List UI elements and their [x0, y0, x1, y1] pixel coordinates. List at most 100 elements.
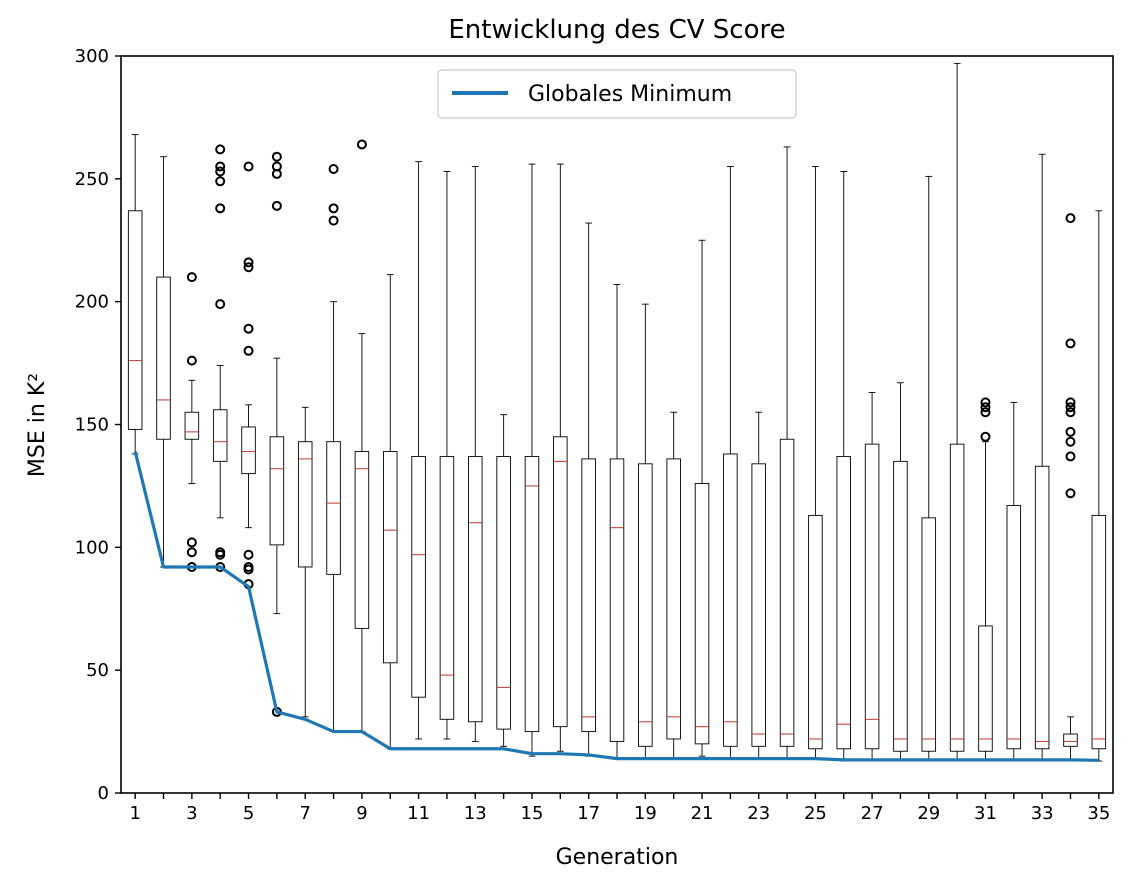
box-iqr — [354, 451, 370, 629]
outlier-point — [1065, 397, 1076, 408]
box-iqr — [949, 443, 965, 752]
box-iqr — [127, 210, 143, 430]
outlier-point — [1065, 436, 1076, 447]
global-minimum-series — [133, 451, 1099, 762]
outlier-point — [243, 161, 254, 172]
legend: Globales Minimum — [437, 69, 797, 119]
outlier-point — [215, 161, 226, 172]
outlier-point — [186, 355, 197, 366]
box-plot-item — [1034, 153, 1050, 762]
box-plot-item — [269, 357, 285, 615]
box-iqr — [553, 436, 568, 728]
outlier-points — [186, 139, 1076, 717]
box-plot-item — [581, 222, 596, 757]
box-plot-item — [354, 333, 370, 733]
box-plot-item — [808, 166, 823, 760]
box-iqr — [184, 411, 200, 440]
box-plot-item — [127, 134, 143, 455]
outlier-point — [271, 200, 282, 211]
y-axis-label: MSE in K² — [25, 373, 50, 477]
box-iqr — [638, 463, 653, 747]
box-plot-item — [836, 171, 851, 762]
outlier-point — [215, 166, 226, 177]
box-iqr — [297, 441, 313, 568]
box-iqr — [1091, 514, 1107, 750]
box-iqr — [864, 443, 880, 750]
y-tick-label: 250 — [75, 169, 109, 190]
plot-area-frame — [120, 55, 1114, 794]
box-plot-item — [864, 392, 880, 762]
x-tick-label: 23 — [747, 803, 770, 824]
x-tick-label: 7 — [300, 803, 311, 824]
global-minimum-line — [133, 451, 1099, 762]
chart-title: Entwicklung des CV Score — [448, 15, 785, 45]
outlier-point — [328, 164, 339, 175]
box-series — [127, 62, 1107, 762]
outlier-point — [243, 561, 254, 572]
box-iqr — [751, 463, 766, 747]
box-plot-item — [411, 161, 426, 740]
box-plot-item — [212, 365, 228, 519]
outlier-point — [980, 431, 991, 442]
y-tick-label: 50 — [86, 660, 109, 681]
outlier-point — [1065, 426, 1076, 437]
x-tick-label: 15 — [521, 803, 544, 824]
box-iqr — [893, 460, 908, 752]
x-axis-label: Generation — [556, 845, 679, 870]
box-plot-item — [921, 175, 937, 762]
outlier-point — [243, 262, 254, 273]
x-tick-label: 13 — [464, 803, 487, 824]
outlier-point — [1065, 338, 1076, 349]
box-plot-item — [893, 382, 908, 762]
outlier-point — [356, 139, 367, 150]
outlier-point — [215, 299, 226, 310]
outlier-point — [1065, 451, 1076, 462]
y-tick-label: 300 — [75, 46, 109, 67]
x-axis-ticks: 1 3 5 7 9 11 13 15 17 19 21 23 25 27 29 31 33 35 — [129, 793, 1110, 824]
box-plot-item — [779, 146, 795, 760]
outlier-point — [980, 402, 991, 413]
box-plot-item — [553, 163, 568, 752]
box-plot-item — [1006, 401, 1022, 762]
box-iqr — [468, 455, 483, 723]
outlier-point — [271, 151, 282, 162]
x-tick-label: 33 — [1031, 803, 1054, 824]
x-tick-label: 25 — [804, 803, 827, 824]
x-tick-label: 27 — [861, 803, 884, 824]
box-plot-item — [383, 274, 398, 750]
x-tick-label: 29 — [917, 803, 940, 824]
box-iqr — [156, 276, 171, 440]
box-iqr — [326, 441, 341, 575]
outlier-point — [186, 547, 197, 558]
y-tick-label: 0 — [98, 783, 109, 804]
box-plot-item — [524, 163, 540, 757]
y-tick-label: 150 — [75, 415, 109, 436]
x-tick-label: 5 — [243, 803, 254, 824]
outlier-point — [1065, 213, 1076, 224]
outlier-point — [215, 547, 226, 558]
outlier-point — [186, 272, 197, 283]
box-iqr — [609, 458, 625, 742]
y-axis-ticks: 0 50 100 150 200 250 300 — [75, 46, 121, 804]
box-plot-item — [1063, 716, 1078, 762]
box-iqr — [836, 455, 851, 750]
outlier-point — [271, 161, 282, 172]
box-iqr — [1034, 465, 1050, 750]
box-iqr — [978, 625, 993, 752]
box-plot-item — [978, 441, 993, 762]
outlier-point — [215, 176, 226, 187]
box-iqr — [808, 514, 823, 750]
x-tick-label: 19 — [634, 803, 657, 824]
box-iqr — [212, 409, 228, 462]
box-plot-item — [751, 411, 766, 760]
box-iqr — [694, 483, 710, 745]
box-iqr — [581, 458, 596, 733]
outlier-point — [1065, 402, 1076, 413]
x-tick-label: 17 — [577, 803, 600, 824]
box-iqr — [269, 436, 285, 546]
box-iqr — [524, 455, 540, 733]
box-iqr — [921, 517, 937, 752]
outlier-point — [243, 345, 254, 356]
box-iqr — [779, 438, 795, 747]
